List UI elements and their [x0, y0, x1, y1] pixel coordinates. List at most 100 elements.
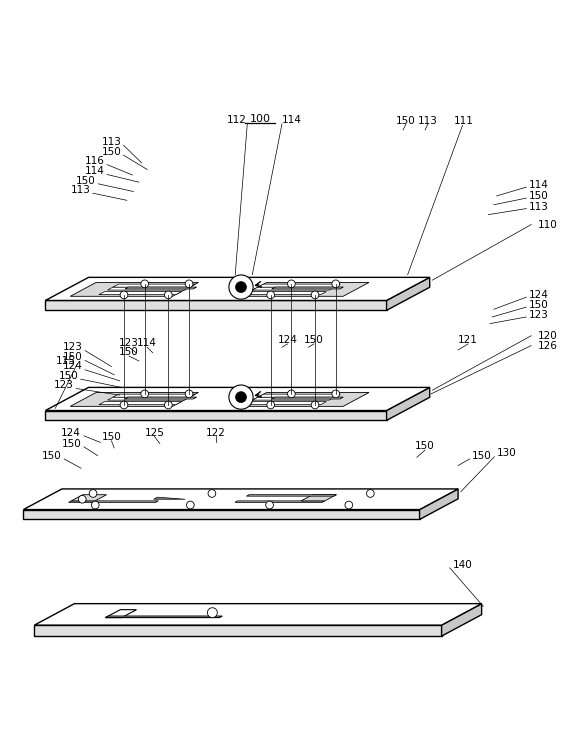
- Text: 114: 114: [137, 339, 157, 348]
- Text: 116: 116: [85, 156, 105, 166]
- Text: 150: 150: [63, 352, 83, 362]
- Text: 150: 150: [472, 451, 492, 461]
- Circle shape: [120, 291, 128, 299]
- Polygon shape: [252, 287, 335, 290]
- Polygon shape: [241, 393, 369, 406]
- Circle shape: [165, 401, 172, 408]
- Polygon shape: [301, 495, 337, 501]
- Circle shape: [207, 608, 217, 618]
- Circle shape: [366, 490, 374, 497]
- Text: 112: 112: [226, 115, 246, 125]
- Polygon shape: [235, 501, 325, 502]
- Circle shape: [120, 401, 128, 408]
- Polygon shape: [24, 510, 420, 519]
- Text: 123: 123: [54, 380, 74, 390]
- Polygon shape: [153, 497, 185, 499]
- Text: 150: 150: [415, 441, 435, 452]
- Polygon shape: [244, 402, 327, 405]
- Circle shape: [141, 390, 148, 398]
- Polygon shape: [442, 603, 482, 636]
- Polygon shape: [106, 609, 137, 618]
- Circle shape: [345, 501, 353, 509]
- Text: 124: 124: [63, 362, 83, 371]
- Text: 122: 122: [206, 428, 226, 437]
- Polygon shape: [70, 393, 198, 406]
- Text: 124: 124: [528, 290, 549, 300]
- Polygon shape: [244, 292, 327, 295]
- Polygon shape: [99, 292, 182, 295]
- Text: 150: 150: [102, 432, 121, 442]
- Circle shape: [185, 280, 193, 288]
- Circle shape: [288, 280, 295, 288]
- Text: 110: 110: [538, 219, 558, 230]
- Circle shape: [332, 280, 339, 288]
- Text: 120: 120: [538, 330, 558, 341]
- Polygon shape: [106, 616, 222, 618]
- Polygon shape: [258, 394, 341, 397]
- Text: 126: 126: [538, 341, 558, 350]
- Text: 123: 123: [63, 342, 83, 352]
- Polygon shape: [99, 402, 182, 405]
- Circle shape: [89, 490, 97, 497]
- Polygon shape: [271, 397, 343, 399]
- Text: 121: 121: [458, 335, 478, 345]
- Text: 113: 113: [418, 115, 438, 126]
- Text: 150: 150: [396, 115, 416, 126]
- Text: 113: 113: [528, 202, 549, 212]
- Text: 124: 124: [278, 335, 297, 345]
- Polygon shape: [70, 283, 198, 296]
- Circle shape: [311, 401, 319, 408]
- Text: 113: 113: [102, 137, 121, 147]
- Text: 150: 150: [61, 438, 81, 449]
- Text: 150: 150: [42, 451, 62, 461]
- Circle shape: [332, 390, 339, 398]
- Polygon shape: [271, 287, 343, 289]
- Text: 125: 125: [144, 428, 164, 437]
- Text: 115: 115: [56, 356, 76, 366]
- Polygon shape: [387, 388, 430, 420]
- Text: 150: 150: [76, 176, 96, 185]
- Text: 111: 111: [454, 116, 474, 126]
- Polygon shape: [125, 287, 197, 289]
- Text: 150: 150: [58, 371, 79, 381]
- Polygon shape: [241, 283, 369, 296]
- Circle shape: [311, 291, 319, 299]
- Circle shape: [92, 501, 99, 509]
- Polygon shape: [24, 489, 458, 510]
- Circle shape: [141, 280, 148, 288]
- Circle shape: [235, 391, 247, 403]
- Text: 114: 114: [528, 180, 549, 190]
- Circle shape: [229, 385, 253, 409]
- Circle shape: [267, 401, 274, 408]
- Text: 150: 150: [304, 335, 324, 345]
- Text: 130: 130: [497, 449, 516, 458]
- Polygon shape: [34, 625, 442, 636]
- Polygon shape: [113, 284, 196, 287]
- Circle shape: [79, 496, 86, 503]
- Polygon shape: [46, 411, 387, 420]
- Text: 123: 123: [119, 339, 139, 348]
- Polygon shape: [107, 397, 190, 400]
- Polygon shape: [71, 495, 107, 501]
- Text: 123: 123: [528, 310, 549, 320]
- Circle shape: [165, 291, 172, 299]
- Text: 150: 150: [528, 300, 549, 310]
- Circle shape: [235, 282, 247, 292]
- Polygon shape: [113, 394, 196, 397]
- Polygon shape: [420, 489, 458, 519]
- Polygon shape: [252, 397, 335, 400]
- Polygon shape: [69, 501, 158, 502]
- Polygon shape: [387, 278, 430, 310]
- Polygon shape: [46, 301, 387, 310]
- Circle shape: [288, 390, 295, 398]
- Polygon shape: [46, 388, 430, 411]
- Polygon shape: [247, 495, 337, 496]
- Circle shape: [229, 275, 253, 299]
- Polygon shape: [107, 287, 190, 290]
- Circle shape: [267, 291, 274, 299]
- Polygon shape: [34, 603, 482, 625]
- Polygon shape: [46, 278, 430, 301]
- Text: 150: 150: [528, 191, 549, 201]
- Circle shape: [208, 490, 216, 497]
- Text: 100: 100: [250, 114, 270, 124]
